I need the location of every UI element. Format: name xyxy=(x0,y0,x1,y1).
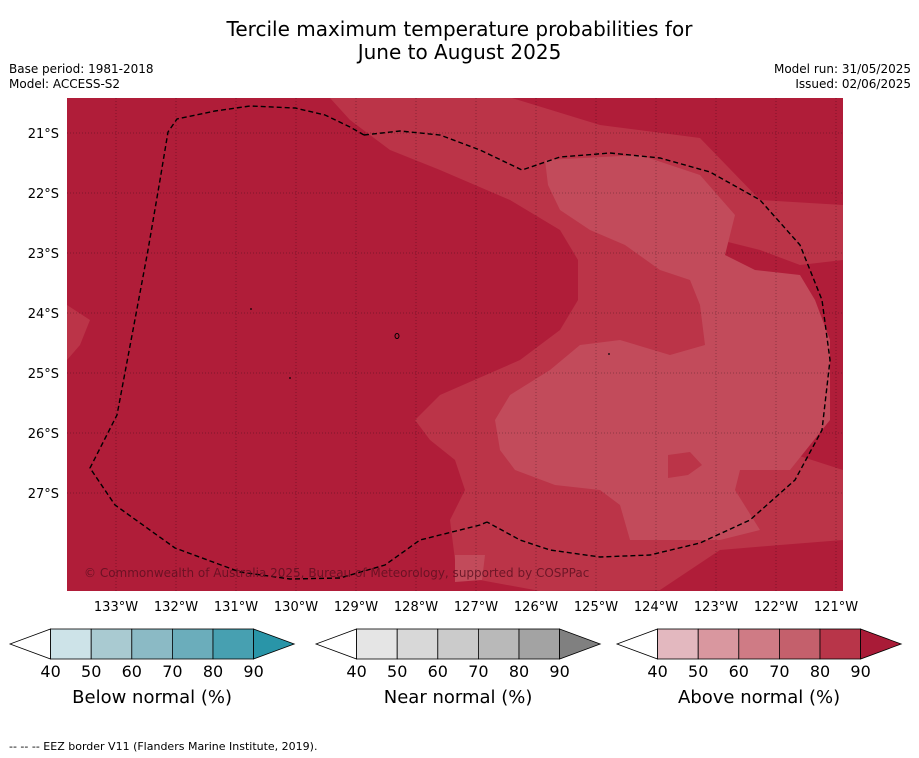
lon-label: 127°W xyxy=(454,600,498,615)
eez-footnote: -- -- -- EEZ border V11 (Flanders Marine… xyxy=(9,740,318,753)
lon-label: 132°W xyxy=(154,600,198,615)
lat-label: 27°S xyxy=(28,487,59,502)
colorbar-segment xyxy=(779,628,821,660)
colorbar-segment xyxy=(657,628,699,660)
colorbar-tick-label: 80 xyxy=(810,662,830,681)
colorbar-segment xyxy=(477,628,520,660)
probability-field: © Commonwealth of Australia 2025, Bureau… xyxy=(67,98,843,591)
colorbar-segment xyxy=(50,628,92,660)
title-line-1: Tercile maximum temperature probabilitie… xyxy=(226,17,693,41)
field-above-60-70-spot xyxy=(455,555,485,582)
lat-label: 25°S xyxy=(28,367,59,382)
colorbar-segment xyxy=(738,628,780,660)
colorbar-tick-label: 90 xyxy=(850,662,870,681)
colorbar-tick-label: 50 xyxy=(387,662,407,681)
longitude-labels: 133°W 132°W 131°W 130°W 129°W 128°W 127°… xyxy=(94,600,858,615)
meta-right: Model run: 31/05/2025 Issued: 02/06/2025 xyxy=(774,62,911,92)
eez-border-east xyxy=(363,130,831,558)
colorbar-extend-high xyxy=(559,628,602,660)
colorbar-segment xyxy=(518,628,560,660)
lon-label: 122°W xyxy=(754,600,798,615)
colorbar-above-normal: 40 50 60 70 80 90 Above normal (%) xyxy=(615,628,903,708)
lon-label: 124°W xyxy=(634,600,678,615)
lat-label: 21°S xyxy=(28,127,59,142)
lat-label: 26°S xyxy=(28,427,59,442)
colorbar-tick-label: 60 xyxy=(122,662,142,681)
colorbar-extend-low xyxy=(8,628,51,660)
colorbar-tick-label: 50 xyxy=(81,662,101,681)
copyright-notice: © Commonwealth of Australia 2025, Bureau… xyxy=(84,566,589,580)
colorbar-segment xyxy=(171,628,214,660)
colorbar-extend-high xyxy=(860,628,903,660)
graticule xyxy=(67,98,843,591)
colorbar-tick-label: 60 xyxy=(729,662,749,681)
field-above-60-70 xyxy=(495,155,830,540)
colorbar-tick-label: 70 xyxy=(769,662,789,681)
colorbar-extend-low xyxy=(314,628,358,660)
colorbar-extend-high xyxy=(253,628,296,660)
colorbar-tick-label: 40 xyxy=(647,662,667,681)
base-period: Base period: 1981-2018 xyxy=(9,62,154,76)
colorbar-tick-label: 80 xyxy=(203,662,223,681)
model-name: Model: ACCESS-S2 xyxy=(9,77,121,91)
field-above-70-80-spot xyxy=(668,452,702,478)
colorbar-tick-label: 90 xyxy=(243,662,263,681)
issued-date: Issued: 02/06/2025 xyxy=(795,77,911,91)
colorbar-segment xyxy=(697,628,740,660)
colorbar-tick-label: 40 xyxy=(346,662,366,681)
lon-label: 126°W xyxy=(514,600,558,615)
colorbar-near-normal: 40 50 60 70 80 90 Near normal (%) xyxy=(314,628,602,708)
colorbar-segment xyxy=(212,628,254,660)
lon-label: 131°W xyxy=(214,600,258,615)
colorbar-tick-label: 40 xyxy=(40,662,60,681)
title-line-2: June to August 2025 xyxy=(357,40,562,64)
island xyxy=(289,377,291,379)
island xyxy=(250,308,252,310)
colorbar-title: Near normal (%) xyxy=(384,687,533,708)
model-run: Model run: 31/05/2025 xyxy=(773,62,911,76)
colorbar-segment xyxy=(131,628,173,660)
colorbar-tick-label: 50 xyxy=(688,662,708,681)
colorbar-title: Above normal (%) xyxy=(678,687,840,708)
lon-label: 130°W xyxy=(274,600,318,615)
lon-label: 125°W xyxy=(574,600,618,615)
lon-label: 128°W xyxy=(394,600,438,615)
island xyxy=(608,353,610,355)
lon-label: 121°W xyxy=(814,600,858,615)
colorbar-tick-label: 90 xyxy=(549,662,569,681)
colorbar-segment xyxy=(396,628,439,660)
colorbar-segment xyxy=(437,628,479,660)
field-above-70-80-west xyxy=(67,305,90,360)
colorbar-tick-label: 60 xyxy=(428,662,448,681)
lat-label: 23°S xyxy=(28,247,59,262)
eez-border-west xyxy=(89,105,488,580)
lon-label: 123°W xyxy=(694,600,738,615)
lon-label: 129°W xyxy=(334,600,378,615)
lon-label: 133°W xyxy=(94,600,138,615)
colorbar-below-normal: 40 50 60 70 80 90 Below normal (%) xyxy=(8,628,296,708)
lat-label: 24°S xyxy=(28,307,59,322)
meta-left: Base period: 1981-2018 Model: ACCESS-S2 xyxy=(9,62,154,92)
island xyxy=(394,333,400,339)
latitude-labels: 21°S 22°S 23°S 24°S 25°S 26°S 27°S xyxy=(28,127,59,502)
colorbar-segment xyxy=(819,628,861,660)
colorbar-tick-label: 70 xyxy=(468,662,488,681)
colorbar-tick-label: 80 xyxy=(509,662,529,681)
colorbar-segment xyxy=(90,628,133,660)
colorbar-extend-low xyxy=(615,628,658,660)
map-title: Tercile maximum temperature probabilitie… xyxy=(0,18,919,64)
lat-label: 22°S xyxy=(28,187,59,202)
colorbar-segment xyxy=(356,628,398,660)
colorbar-title: Below normal (%) xyxy=(72,687,232,708)
colorbar-tick-label: 70 xyxy=(162,662,182,681)
